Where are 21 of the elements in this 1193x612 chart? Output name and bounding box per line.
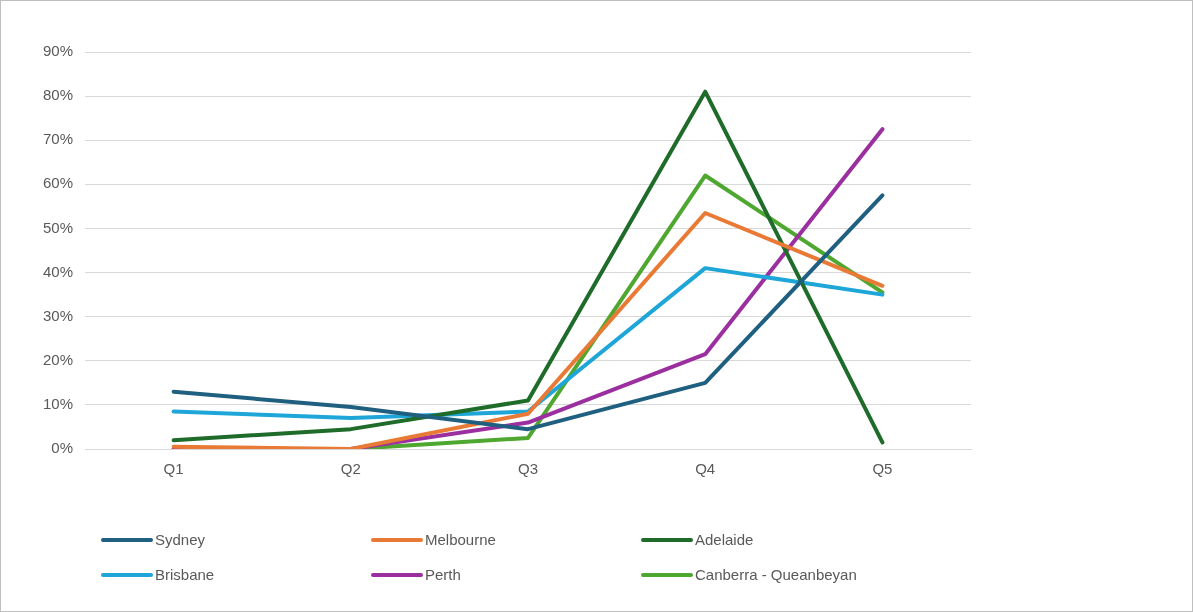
- x-tick-label: Q1: [163, 460, 184, 478]
- x-tick-label: Q5: [872, 460, 893, 478]
- legend-label: Brisbane: [155, 566, 215, 583]
- legend-label: Adelaide: [695, 531, 754, 548]
- y-tick-label: 20%: [42, 350, 74, 368]
- x-tick-label: Q2: [340, 460, 361, 478]
- legend-label: Canberra - Queanbeyan: [695, 566, 857, 583]
- y-tick-label: 30%: [42, 306, 74, 324]
- y-tick-label: 50%: [42, 218, 74, 236]
- legend-label: Perth: [425, 566, 461, 583]
- y-tick-label: 80%: [42, 86, 74, 104]
- y-tick-label: 70%: [42, 130, 74, 148]
- legend-label: Sydney: [155, 531, 206, 548]
- y-tick-label: 90%: [42, 42, 74, 60]
- y-tick-label: 10%: [42, 395, 74, 413]
- x-tick-label: Q3: [518, 460, 539, 478]
- y-tick-label: 60%: [42, 174, 74, 192]
- x-tick-label: Q4: [695, 460, 716, 478]
- legend-label: Melbourne: [425, 531, 496, 548]
- y-tick-label: 0%: [51, 439, 74, 457]
- y-tick-label: 40%: [42, 262, 74, 280]
